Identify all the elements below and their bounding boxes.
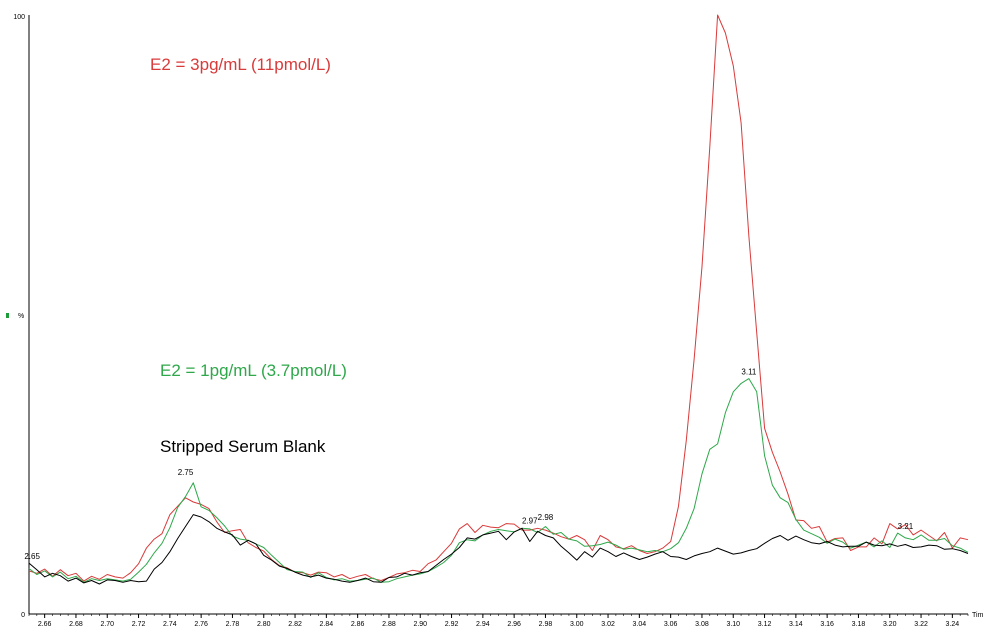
x-tick-label: 2.86: [351, 621, 365, 628]
peak-label: 2.65: [24, 552, 40, 561]
x-tick-label: 2.66: [38, 621, 52, 628]
y-tick-label-max: 100: [13, 14, 25, 21]
annotation-stripped-serum-blank: Stripped Serum Blank: [160, 437, 326, 456]
x-tick-label: 2.98: [539, 621, 553, 628]
y-tick-label-min: 0: [21, 612, 25, 619]
x-tick-label: 3.10: [726, 621, 740, 628]
x-tick-label: 3.24: [946, 621, 960, 628]
x-tick-group: 2.66 2.68 2.70 2.72 2.74 2.76 2.78 2.80 2.82 2.84…: [28, 614, 969, 628]
x-tick-label: 3.00: [570, 621, 584, 628]
series-line-2: [28, 514, 969, 585]
x-tick-label: 2.82: [288, 621, 302, 628]
x-tick-label: 2.92: [445, 621, 459, 628]
series-line-0: [28, 14, 969, 582]
x-tick-label: 3.06: [664, 621, 678, 628]
y-axis-marker: [6, 313, 9, 318]
x-tick-label: 3.12: [758, 621, 772, 628]
series-line-1: [28, 378, 969, 583]
x-tick-label: 2.78: [226, 621, 240, 628]
x-tick-label: 2.96: [507, 621, 521, 628]
annotation-e2-3pg: E2 = 3pg/mL (11pmol/L): [150, 55, 331, 74]
peak-label: 2.75: [178, 468, 194, 477]
peak-label: 3.21: [898, 522, 914, 531]
x-tick-label: 2.84: [320, 621, 334, 628]
x-tick-label: 2.74: [163, 621, 177, 628]
x-tick-label: 3.02: [601, 621, 615, 628]
peak-label: 2.98: [538, 513, 554, 522]
x-tick-label: 3.14: [789, 621, 803, 628]
x-tick-label: 2.70: [100, 621, 114, 628]
peak-label: 2.97: [522, 517, 538, 526]
annotation-e2-1pg: E2 = 1pg/mL (3.7pmol/L): [160, 361, 347, 380]
x-tick-label: 3.08: [695, 621, 709, 628]
series-group: [28, 14, 969, 585]
x-tick-label: 2.72: [132, 621, 146, 628]
x-tick-label: 3.04: [633, 621, 647, 628]
x-tick-label: 2.80: [257, 621, 271, 628]
x-tick-label: 2.68: [69, 621, 83, 628]
x-axis-label: Tim: [972, 612, 984, 619]
x-tick-label: 2.94: [476, 621, 490, 628]
x-tick-label: 3.22: [914, 621, 928, 628]
x-tick-label: 3.20: [883, 621, 897, 628]
x-tick-label: 3.16: [820, 621, 834, 628]
x-tick-label: 3.18: [852, 621, 866, 628]
peak-label-group: 2.65 2.75 2.97 2.98 3.11 3.21: [24, 368, 913, 561]
y-axis-label: %: [18, 313, 24, 320]
x-tick-label: 2.90: [413, 621, 427, 628]
x-tick-label: 2.88: [382, 621, 396, 628]
peak-label: 3.11: [741, 368, 757, 377]
x-tick-label: 2.76: [194, 621, 208, 628]
